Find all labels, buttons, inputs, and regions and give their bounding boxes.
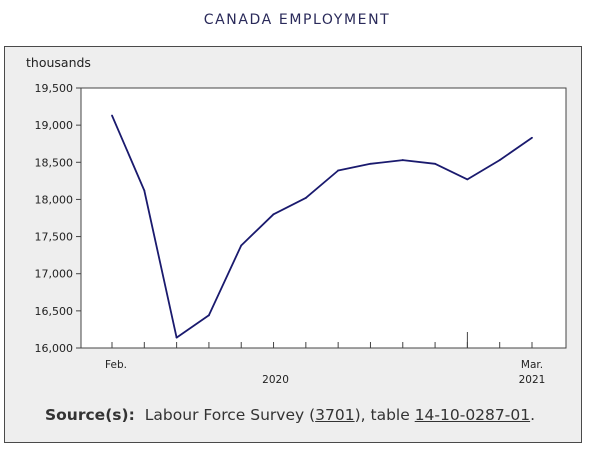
- source-text-middle: ), table: [354, 406, 415, 424]
- source-text-after: .: [530, 406, 536, 424]
- plot-area: [80, 87, 567, 349]
- source-text-before: Labour Force Survey (: [144, 406, 316, 424]
- y-tick-label: 18,000: [35, 193, 74, 206]
- data-point: [240, 244, 243, 247]
- y-tick-label: 19,000: [35, 119, 74, 132]
- survey-link[interactable]: 3701: [315, 406, 355, 424]
- series-layer: [111, 114, 533, 339]
- x-tick-label-year-2021: 2021: [519, 374, 546, 386]
- y-tick-label: 16,500: [35, 305, 74, 318]
- x-tick-label-last-month: Mar.: [521, 359, 543, 371]
- data-point: [369, 162, 372, 165]
- y-axis-ticks: 16,000 16,500 17,000 17,500 18,000 18,500 19,0…: [35, 82, 81, 355]
- data-point: [175, 336, 178, 339]
- x-tick-label-first-month: Feb.: [105, 359, 127, 371]
- y-axis-label: thousands: [26, 55, 91, 70]
- data-point: [337, 169, 340, 172]
- y-tick-label: 16,000: [35, 342, 74, 355]
- data-point: [304, 197, 307, 199]
- data-point: [208, 314, 210, 317]
- y-tick-label: 17,000: [35, 268, 74, 281]
- x-tick-label-year-2020: 2020: [262, 374, 289, 386]
- data-point: [111, 114, 113, 117]
- table-link[interactable]: 14-10-0287-01: [414, 406, 531, 424]
- y-tick-label: 19,500: [35, 82, 74, 95]
- x-axis-ticks: [111, 332, 533, 348]
- y-tick-label: 17,500: [35, 231, 74, 244]
- data-point: [498, 159, 501, 161]
- page-title: CANADA EMPLOYMENT: [203, 12, 391, 28]
- line-chart: 16,000 16,500 17,000 17,500 18,000 18,500 19,0…: [26, 55, 567, 386]
- data-point: [272, 213, 275, 216]
- y-tick-label: 18,500: [35, 156, 74, 169]
- data-point: [531, 136, 533, 139]
- data-point: [466, 178, 469, 181]
- source-label: Source(s):: [45, 406, 135, 424]
- data-point: [401, 159, 404, 161]
- chart-panel: 16,000 16,500 17,000 17,500 18,000 18,500 19,0…: [4, 46, 582, 443]
- source-note: Source(s): Labour Force Survey (3701), ta…: [45, 406, 535, 424]
- data-point: [434, 162, 436, 165]
- series-line: [111, 115, 533, 339]
- data-point: [143, 189, 146, 192]
